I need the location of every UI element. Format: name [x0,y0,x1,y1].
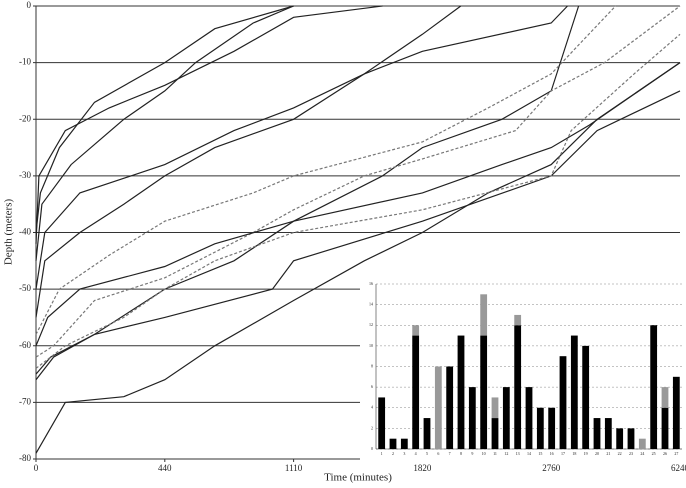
depth-profile [35,62,681,454]
x-tick-label: 15 [538,451,542,456]
bar [514,325,522,449]
bar [582,345,590,449]
inset-background [360,276,686,462]
y-tick-label: -10 [19,57,31,67]
x-tick-label: 1820 [413,463,432,473]
bar [491,397,499,419]
x-tick-label: 7 [449,451,451,456]
depth-profile [35,62,681,347]
x-axis-label: Time (minutes) [324,472,392,484]
depth-profile [35,5,383,244]
depth-profile [35,5,294,261]
x-tick-label: 21 [606,451,610,456]
y-tick-label: 0 [371,446,373,451]
x-tick-label: 440 [158,463,172,473]
bar [400,438,408,449]
y-tick-label: 6 [371,384,373,389]
y-tick-label: -40 [19,227,31,237]
x-tick-label: 8 [460,451,462,456]
bar [446,366,454,449]
y-tick-label: 14 [369,302,373,307]
x-tick-label: 18 [572,451,576,456]
y-tick-label: 12 [369,322,373,327]
y-tick-label: -30 [19,170,31,180]
x-tick-label: 2760 [542,463,561,473]
x-tick-label: 6 [437,451,439,456]
bar [616,428,624,449]
x-tick-label: 0 [34,463,39,473]
x-tick-label: 24 [640,451,644,456]
depth-profile [35,5,681,358]
bar [502,387,510,449]
x-tick-label: 4 [415,451,417,456]
bar [570,335,578,449]
bar [412,325,420,336]
x-tick-label: 13 [516,451,520,456]
depth-profile [35,5,568,290]
bar [672,376,680,449]
bar [525,387,533,449]
x-tick-label: 3 [403,451,405,456]
bar [514,314,522,326]
bar [389,438,397,449]
y-tick-label: 10 [369,343,373,348]
bar [434,366,442,449]
y-axis-label: Depth (meters) [3,199,15,266]
y-tick-label: 2 [371,425,373,430]
y-tick-label: 16 [369,281,373,286]
x-tick-label: 23 [629,451,633,456]
x-tick-label: 19 [584,451,588,456]
bar [468,387,476,449]
y-tick-label: -60 [19,340,31,350]
bar [480,335,488,449]
bar [480,294,488,336]
y-tick-label: -50 [19,283,31,293]
x-tick-label: 26 [663,451,667,456]
x-tick-label: 9 [471,451,473,456]
x-tick-label: 11 [493,451,497,456]
depth-profile [35,5,462,318]
depth-profile [35,5,294,233]
bar [457,335,465,449]
x-tick-label: 17 [561,451,565,456]
y-tick-label: -20 [19,113,31,123]
y-tick-label: -80 [19,453,31,463]
y-tick-label: 0 [27,0,32,10]
y-tick-label: 8 [371,363,373,368]
x-tick-label: 27 [674,451,678,456]
bar [627,428,635,449]
depth-profile [35,90,681,381]
bar [412,335,420,449]
bar [559,356,567,449]
bar [423,418,431,449]
depth-profile [35,5,617,335]
x-tick-label: 2 [392,451,394,456]
x-tick-label: 1 [381,451,383,456]
x-tick-label: 16 [550,451,554,456]
bar [536,407,544,449]
x-tick-label: 25 [652,451,656,456]
x-tick-label: 5 [426,451,428,456]
bar [548,407,556,449]
y-tick-label: 4 [371,405,373,410]
bar [650,325,658,449]
x-tick-label: 10 [482,451,486,456]
depth-profile [35,33,681,369]
bar [593,418,601,449]
bar [661,387,669,408]
x-tick-label: 14 [527,451,531,456]
bar [604,418,612,449]
bar [638,438,646,449]
bar [661,407,669,449]
x-tick-label: 22 [618,451,622,456]
bar [378,397,386,449]
bar [491,418,499,449]
x-tick-label: 1110 [285,463,303,473]
x-tick-label: 20 [595,451,599,456]
x-tick-label: 12 [504,451,508,456]
y-tick-label: -70 [19,396,31,406]
